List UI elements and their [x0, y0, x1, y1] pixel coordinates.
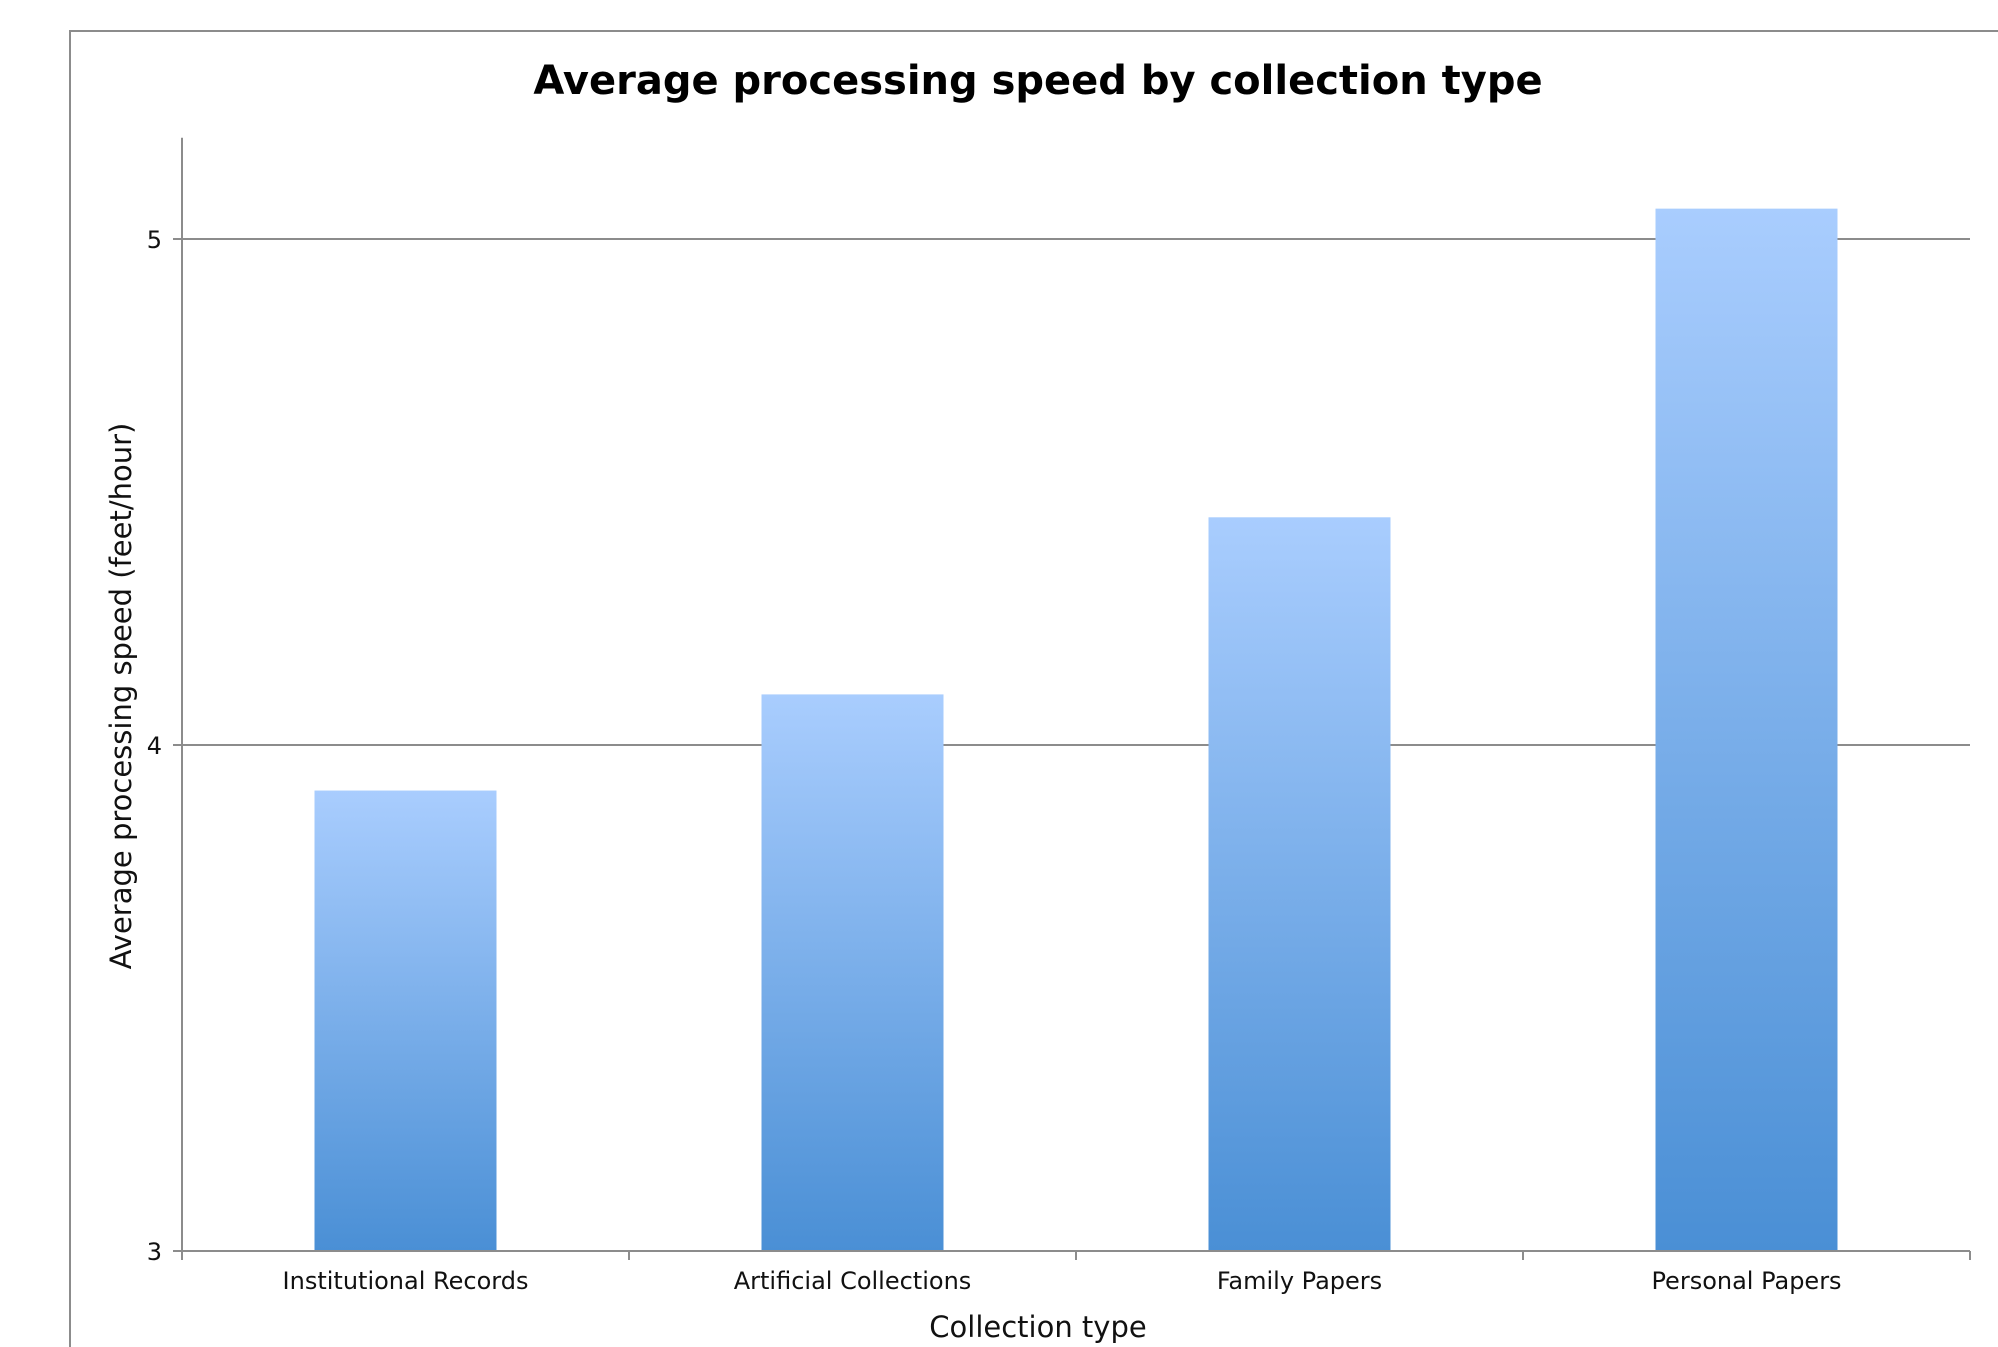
x-tick-label: Family Papers — [1217, 1267, 1382, 1295]
bar — [1655, 208, 1838, 1251]
chart-title: Average processing speed by collection t… — [533, 58, 1542, 104]
y-tick-label: 4 — [147, 732, 162, 760]
y-tick-label: 5 — [147, 226, 162, 254]
x-tick-label: Institutional Records — [283, 1267, 529, 1295]
x-tick-label: Personal Papers — [1651, 1267, 1841, 1295]
axes — [173, 137, 1971, 1260]
x-tick-labels: Institutional Records Artificial Collecti… — [283, 1267, 1842, 1295]
y-axis-title: Average processing speed (feet/hour) — [104, 423, 138, 970]
y-tick-labels: 3 4 5 — [147, 226, 162, 1266]
y-tick-label: 3 — [147, 1238, 162, 1266]
bar — [761, 694, 944, 1251]
x-tick-label: Artificial Collections — [734, 1267, 972, 1295]
x-axis-title: Collection type — [929, 1310, 1146, 1344]
bar — [1208, 517, 1391, 1251]
bar — [314, 790, 497, 1251]
bars — [314, 208, 1838, 1251]
